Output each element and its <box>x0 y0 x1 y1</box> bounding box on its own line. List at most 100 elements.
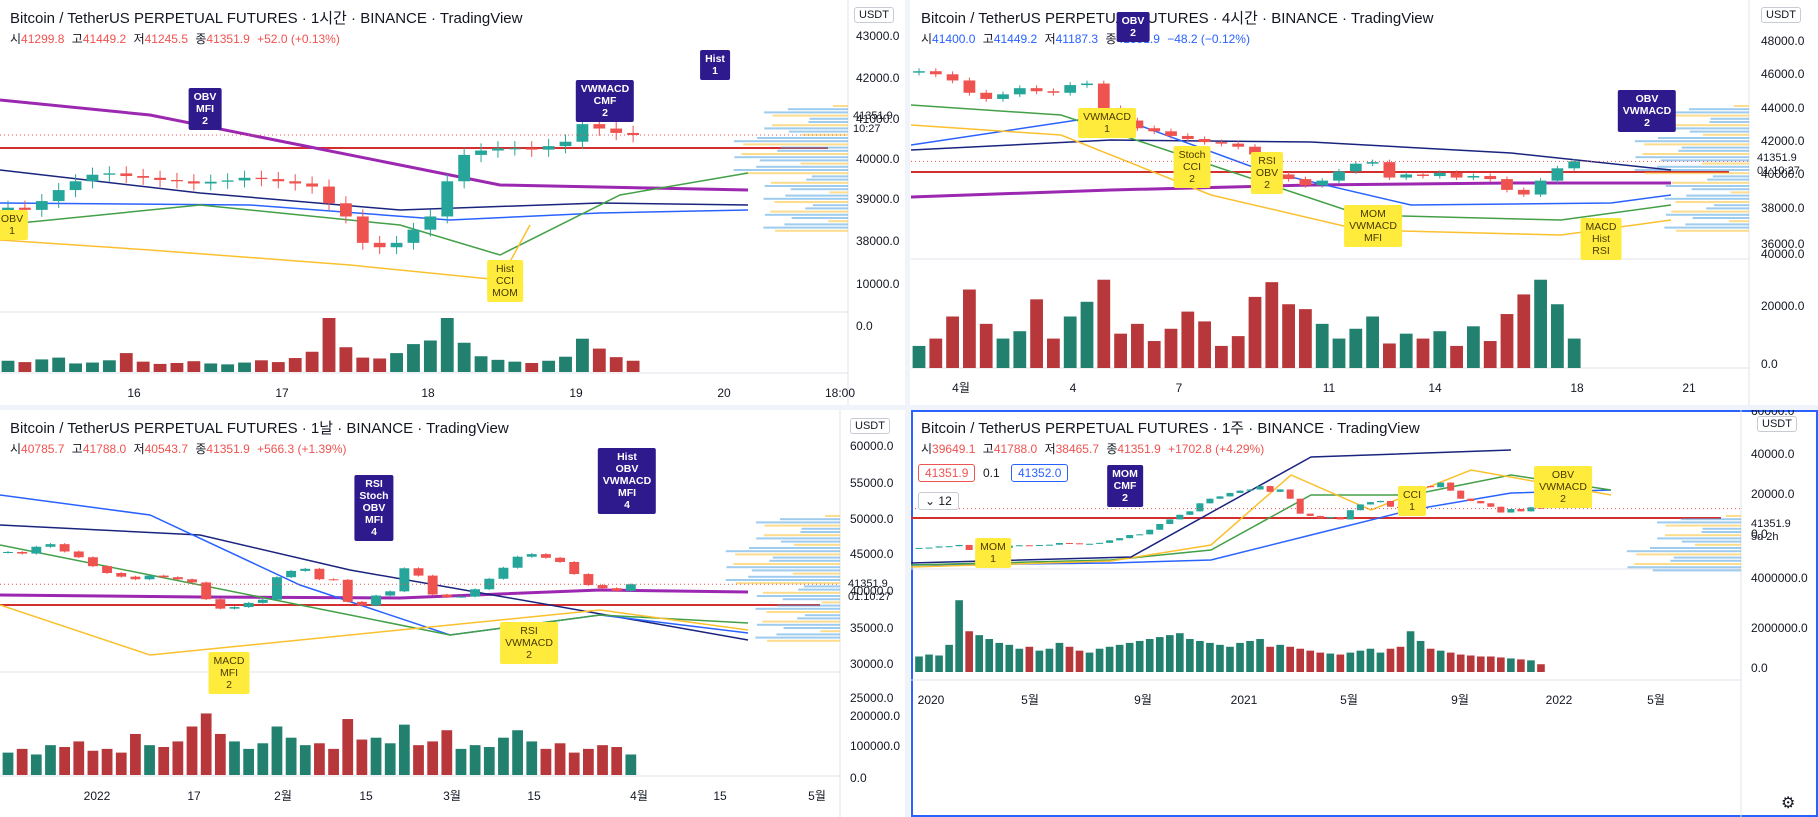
candle-body <box>1336 517 1344 520</box>
volume-bar <box>929 338 943 368</box>
time-axis-label: 16 <box>127 386 141 400</box>
volume-profile-bar <box>782 598 840 601</box>
volume-profile-bar <box>791 217 848 219</box>
volume-bar <box>370 737 382 775</box>
volume-profile-bar <box>764 185 848 187</box>
volume-bar <box>609 357 623 372</box>
moving-average-line <box>0 588 749 600</box>
volume-bar <box>559 356 572 372</box>
volume-profile-bar <box>1726 515 1741 517</box>
volume-bar <box>1315 323 1329 368</box>
bullish-divergence-label: MOM VWMACD MFI <box>1344 205 1402 247</box>
volume-bar <box>1336 654 1345 672</box>
price-axis-label: 20000.0 <box>1761 299 1805 313</box>
candle-body <box>1156 524 1164 530</box>
volume-profile-bar <box>779 518 840 521</box>
candle-body <box>498 567 509 579</box>
volume-profile-bar <box>1701 531 1741 533</box>
last-price-tag: 41351.9 01:10:27 <box>1757 152 1800 177</box>
volume-bar <box>1095 648 1104 672</box>
volume-bar <box>243 748 255 775</box>
volume-bar <box>1055 642 1064 672</box>
candle-body <box>187 181 200 184</box>
candle-body <box>484 578 495 590</box>
candle-body <box>399 568 410 592</box>
chart-panel-4h[interactable]: 48000.0 46000.0 44000.0 42000.0 40000.0 38000… <box>911 0 1818 405</box>
candle-body <box>424 216 437 230</box>
gear-icon[interactable]: ⚙ <box>1781 795 1796 812</box>
chart-panel-1h[interactable]: 43000.0 42000.0 41000.0 40000.0 39000.0 38000… <box>0 0 904 405</box>
volume-profile-bar <box>1688 108 1749 111</box>
volume-bar <box>1346 652 1355 672</box>
price-axis-label: 44000.0 <box>1761 101 1805 115</box>
price-axis-label: 40000.0 <box>1761 247 1805 261</box>
candle-body <box>1176 514 1184 520</box>
moving-average-line <box>911 181 1671 199</box>
volume-bar <box>525 363 539 372</box>
time-axis-label: 18 <box>421 386 435 400</box>
volume-bar <box>995 642 1004 672</box>
candle-body <box>1551 168 1564 181</box>
volume-profile-bar <box>772 556 840 559</box>
interval-toggle-button[interactable]: ⌄ 12 <box>918 492 959 510</box>
volume-bar <box>255 360 268 372</box>
volume-bar <box>1527 660 1535 672</box>
volume-profile-bar <box>764 524 840 527</box>
volume-profile-bar <box>763 534 840 537</box>
candle-body <box>1450 172 1463 178</box>
candle-body <box>963 80 976 93</box>
volume-bar <box>1176 633 1184 672</box>
volume-bar <box>1196 640 1204 672</box>
candle-body <box>1246 489 1254 491</box>
candle-body <box>1427 486 1435 488</box>
volume-bar <box>1080 301 1094 368</box>
volume-bar <box>979 323 993 368</box>
candle-body <box>512 556 523 568</box>
volume-profile-bar <box>757 137 848 139</box>
moving-average-line <box>911 489 1612 566</box>
candle-body <box>1226 492 1234 497</box>
candle-body <box>45 544 56 547</box>
volume-profile-bar <box>725 579 840 581</box>
time-axis-label: 17 <box>187 789 201 803</box>
panel-divider-horizontal[interactable] <box>0 405 1818 410</box>
currency-button[interactable]: USDT <box>1761 7 1801 23</box>
volume-bar <box>965 631 973 672</box>
volume-profile-bar <box>1672 124 1749 127</box>
volume-profile-bar <box>806 178 848 181</box>
candle-body <box>1206 498 1214 504</box>
chart-panel-1d[interactable]: 65000.060000.055000.050000.045000.040000… <box>0 410 904 817</box>
candle-body <box>1296 498 1304 514</box>
volume-bar <box>1236 642 1244 672</box>
candle-body <box>980 92 993 99</box>
volume-profile-bar <box>1665 185 1749 187</box>
sell-price-button[interactable]: 41351.9 <box>918 464 976 482</box>
volume-profile-bar <box>1665 111 1749 114</box>
candle-body <box>87 557 98 567</box>
price-axis-label: 40000.0 <box>1761 167 1805 181</box>
volume-bar <box>221 364 235 372</box>
candle-body <box>1015 545 1023 547</box>
volume-profile-bar <box>756 165 848 168</box>
currency-button[interactable]: USDT <box>854 7 894 23</box>
buy-price-button[interactable]: 41352.0 <box>1011 464 1069 482</box>
volume-profile-bar <box>811 175 848 178</box>
price-chart-svg: 80000.060000.040000.020000.00.04000000.0… <box>911 410 1808 817</box>
candle-body <box>1232 143 1245 147</box>
candle-body <box>385 591 396 596</box>
candle-body <box>356 601 367 606</box>
moving-average-line <box>0 224 531 281</box>
currency-button[interactable]: USDT <box>1757 416 1797 432</box>
volume-profile-bar <box>828 220 848 223</box>
candle-body <box>1097 83 1110 109</box>
volume-bar <box>423 340 437 372</box>
volume-profile-bar <box>1707 178 1749 181</box>
volume-profile-bar <box>772 114 848 117</box>
candle-body <box>1366 162 1379 164</box>
moving-average-line <box>911 124 1672 236</box>
time-axis-label: 18:00 <box>825 386 855 400</box>
currency-button[interactable]: USDT <box>850 418 890 434</box>
candles-group <box>915 482 1545 551</box>
price-axis-label: 40000.0 <box>856 152 900 166</box>
chart-panel-1w[interactable]: 80000.060000.040000.020000.00.04000000.0… <box>911 410 1818 817</box>
